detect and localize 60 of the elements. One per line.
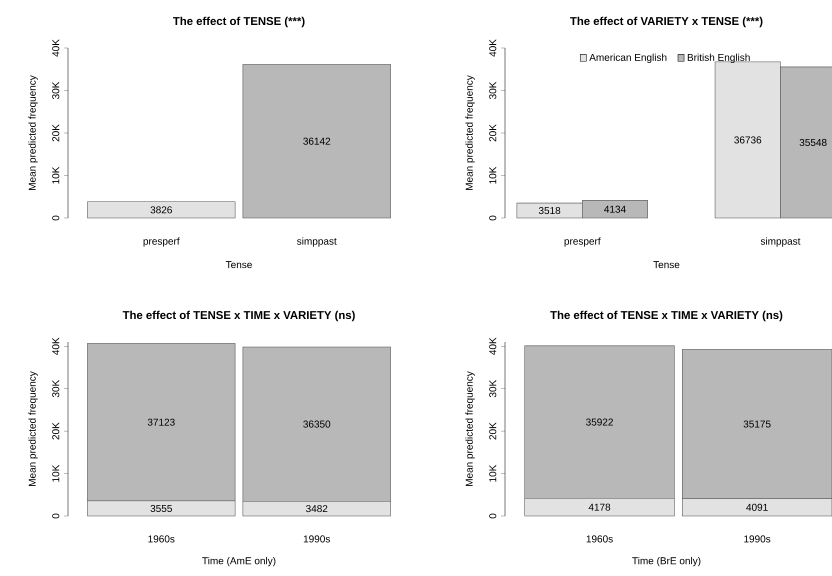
x-tick-label: 1960s: [148, 535, 175, 542]
x-tick-label: 1990s: [744, 535, 770, 542]
x-tick-label: 1990s: [304, 535, 330, 542]
x-tick-label: 1960s: [586, 535, 613, 542]
data-label: 4178: [588, 504, 610, 511]
x-tick-label: presperf: [564, 237, 601, 247]
chart-title: The effect of TENSE x TIME x VARIETY (ns): [122, 310, 355, 322]
y-axis-title: Mean predicted frequency: [465, 371, 475, 486]
chart-title: The effect of TENSE x TIME x VARIETY (ns): [550, 310, 782, 322]
x-axis-title: Tense: [653, 261, 680, 268]
y-tick-label: 30K: [489, 380, 496, 398]
chart-title: The effect of VARIETY x TENSE (***): [570, 16, 762, 28]
data-label: 4091: [746, 504, 768, 511]
y-axis-title: Mean predicted frequency: [28, 75, 38, 190]
data-label: 37123: [148, 418, 175, 426]
y-tick-label: 10K: [489, 166, 496, 184]
y-tick-label: 0: [489, 514, 496, 518]
x-axis-title: Tense: [226, 261, 252, 268]
y-tick-label: 0: [489, 216, 496, 220]
bar: [682, 498, 832, 516]
y-tick-label: 20K: [52, 422, 60, 440]
data-label: 35922: [586, 418, 613, 426]
y-tick-label: 40K: [489, 39, 496, 57]
data-label: 36736: [734, 136, 762, 144]
y-tick-label: 10K: [52, 464, 60, 482]
x-tick-label: simppast: [296, 237, 337, 247]
legend-label: American English: [589, 54, 666, 63]
y-tick-label: 10K: [489, 464, 496, 482]
bar: [682, 349, 832, 499]
y-tick-label: 40K: [52, 39, 60, 57]
data-label: 3555: [150, 504, 172, 512]
y-tick-label: 30K: [489, 82, 496, 100]
y-tick-label: 40K: [489, 337, 496, 355]
legend-label: British English: [688, 54, 750, 63]
data-label: 3482: [306, 505, 328, 512]
data-label: 36142: [303, 138, 330, 145]
y-axis-title: Mean predicted frequency: [28, 371, 38, 486]
x-tick-label: presperf: [144, 237, 180, 247]
y-tick-label: 20K: [52, 124, 60, 142]
y-tick-label: 30K: [52, 82, 60, 100]
y-tick-label: 30K: [52, 380, 60, 398]
data-label: 4134: [604, 206, 626, 213]
x-axis-title: Time (BrE only): [632, 556, 700, 566]
bar: [524, 346, 675, 499]
chart-title: The effect of TENSE (***): [173, 16, 305, 28]
x-tick-label: simppast: [760, 237, 800, 247]
data-label: 3518: [538, 206, 560, 214]
y-tick-label: 0: [52, 216, 60, 220]
y-tick-label: 20K: [489, 124, 496, 142]
x-axis-title: Time (AmE only): [202, 556, 276, 566]
data-label: 3826: [150, 206, 172, 214]
y-tick-label: 40K: [52, 337, 60, 355]
data-label: 35548: [800, 138, 827, 146]
bar: [524, 498, 675, 516]
y-axis-title: Mean predicted frequency: [465, 75, 475, 190]
y-tick-label: 10K: [52, 166, 60, 184]
data-label: 36350: [303, 420, 330, 428]
y-tick-label: 20K: [489, 422, 496, 440]
data-label: 35175: [744, 420, 771, 428]
y-tick-label: 0: [52, 514, 60, 518]
